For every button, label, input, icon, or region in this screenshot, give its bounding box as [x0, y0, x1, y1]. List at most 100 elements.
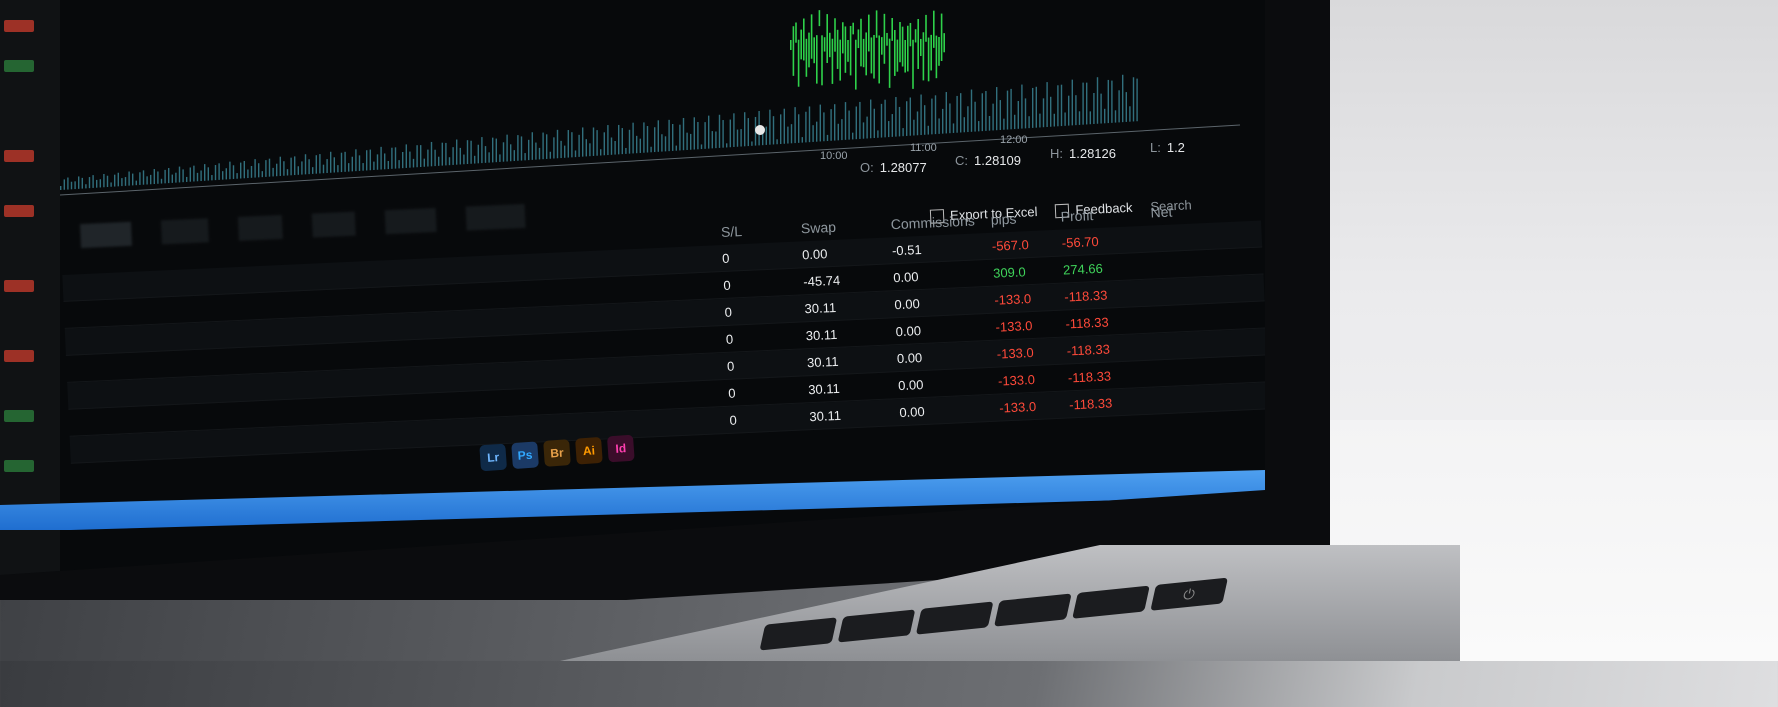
key [759, 617, 838, 651]
volume-bar [240, 162, 242, 179]
dock-app-icon[interactable]: Id [606, 434, 635, 463]
volume-bar [553, 137, 555, 159]
volume-bar [304, 154, 307, 175]
col-sl[interactable]: S/L [720, 223, 743, 241]
volume-bar [330, 151, 332, 173]
volume-bar [463, 154, 465, 165]
volume-bar [279, 156, 281, 176]
volume-bar [88, 177, 91, 189]
candle [810, 14, 813, 59]
chart-axis-line [60, 124, 1241, 196]
candle [891, 17, 893, 41]
volume-bar [412, 158, 415, 168]
volume-bar [110, 182, 112, 187]
volume-bar [733, 113, 735, 147]
volume-bar [546, 134, 548, 159]
power-key-icon: ⏻ [1150, 577, 1229, 611]
dock-app-icon[interactable]: Lr [479, 443, 508, 472]
tab-pending[interactable] [238, 214, 283, 241]
col-pips[interactable]: pips [990, 210, 1017, 228]
volume-bars [60, 74, 1138, 190]
volume-bar [592, 127, 595, 156]
candle [881, 37, 883, 55]
volume-bar [819, 104, 821, 142]
volume-bar [798, 114, 800, 143]
volume-bar [535, 142, 537, 160]
volume-bar [322, 164, 325, 174]
tab-history[interactable] [311, 211, 356, 238]
candle [878, 35, 880, 84]
pips-cell: 309.0 [992, 263, 1026, 281]
quote-low-value: 1.2 [1166, 140, 1185, 155]
tab-transactions[interactable] [384, 207, 437, 235]
dock-app-icon[interactable]: Ps [511, 441, 539, 470]
volume-bar [326, 159, 328, 173]
volume-bar [1093, 92, 1095, 124]
volume-bar [409, 151, 411, 168]
volume-bar [492, 137, 494, 163]
volume-bar [1118, 90, 1120, 123]
col-swap[interactable]: Swap [800, 218, 837, 237]
quote-high-value: 1.28126 [1069, 146, 1116, 161]
volume-bar [315, 155, 317, 174]
col-commissions[interactable]: Commissions [890, 212, 976, 233]
volume-bar [596, 130, 598, 156]
profit-cell: 274.66 [1062, 260, 1104, 278]
volume-bar [182, 169, 184, 183]
col-net[interactable]: Net [1150, 203, 1173, 221]
cursor-dot [755, 125, 765, 135]
candle [935, 35, 938, 79]
volume-bar [913, 119, 915, 136]
tab-trading-statistics[interactable] [465, 203, 526, 231]
volume-bar [60, 186, 62, 190]
volume-bar [1057, 85, 1059, 127]
dock-app-icon[interactable]: Ai [575, 436, 603, 465]
volume-bar [1129, 106, 1131, 122]
volume-bar [600, 149, 602, 156]
volume-bar [1111, 80, 1113, 123]
candle [907, 25, 909, 72]
volume-bar [646, 126, 649, 153]
volume-bar [380, 146, 382, 170]
tab-aggregated[interactable] [161, 218, 210, 245]
sl-cell: 0 [724, 304, 733, 320]
volume-bar [668, 119, 670, 152]
col-profit[interactable]: Profit [1060, 207, 1094, 225]
price-chart[interactable]: 10:00 11:00 12:00 O: 1.28077 C: 1.28109 H:… [60, 0, 1260, 210]
ticker-cell [4, 410, 34, 422]
volume-bar [873, 108, 875, 139]
volume-bar [866, 116, 868, 139]
candle [836, 29, 839, 69]
volume-bar [420, 145, 422, 167]
candle [901, 26, 904, 67]
volume-bar [434, 149, 436, 167]
profit-cell: -118.33 [1063, 287, 1108, 305]
dock-app-icon[interactable]: Br [543, 439, 571, 467]
volume-bar [1050, 96, 1052, 127]
volume-bar [888, 121, 890, 138]
volume-bar [114, 174, 116, 187]
volume-bar [1028, 116, 1030, 129]
volume-bar [556, 129, 559, 159]
volume-bar [762, 128, 764, 146]
candle [800, 29, 802, 60]
volume-bar [132, 173, 134, 186]
volume-bar [909, 97, 911, 136]
volume-bar [711, 131, 713, 149]
volume-bar [765, 126, 767, 145]
volume-bar [852, 132, 854, 140]
pips-cell: -133.0 [998, 398, 1037, 416]
time-label: 10:00 [820, 150, 848, 162]
tab-active[interactable] [79, 221, 133, 249]
volume-bar [153, 169, 155, 185]
volume-bar [459, 147, 461, 165]
volume-bar [636, 135, 638, 154]
volume-bar [578, 134, 580, 157]
volume-bar [686, 132, 688, 150]
volume-bar [1003, 118, 1005, 130]
volume-bar [1125, 92, 1127, 122]
volume-bar [384, 153, 386, 170]
volume-bar [286, 169, 289, 176]
volume-bar [560, 140, 562, 159]
candle [920, 38, 922, 56]
